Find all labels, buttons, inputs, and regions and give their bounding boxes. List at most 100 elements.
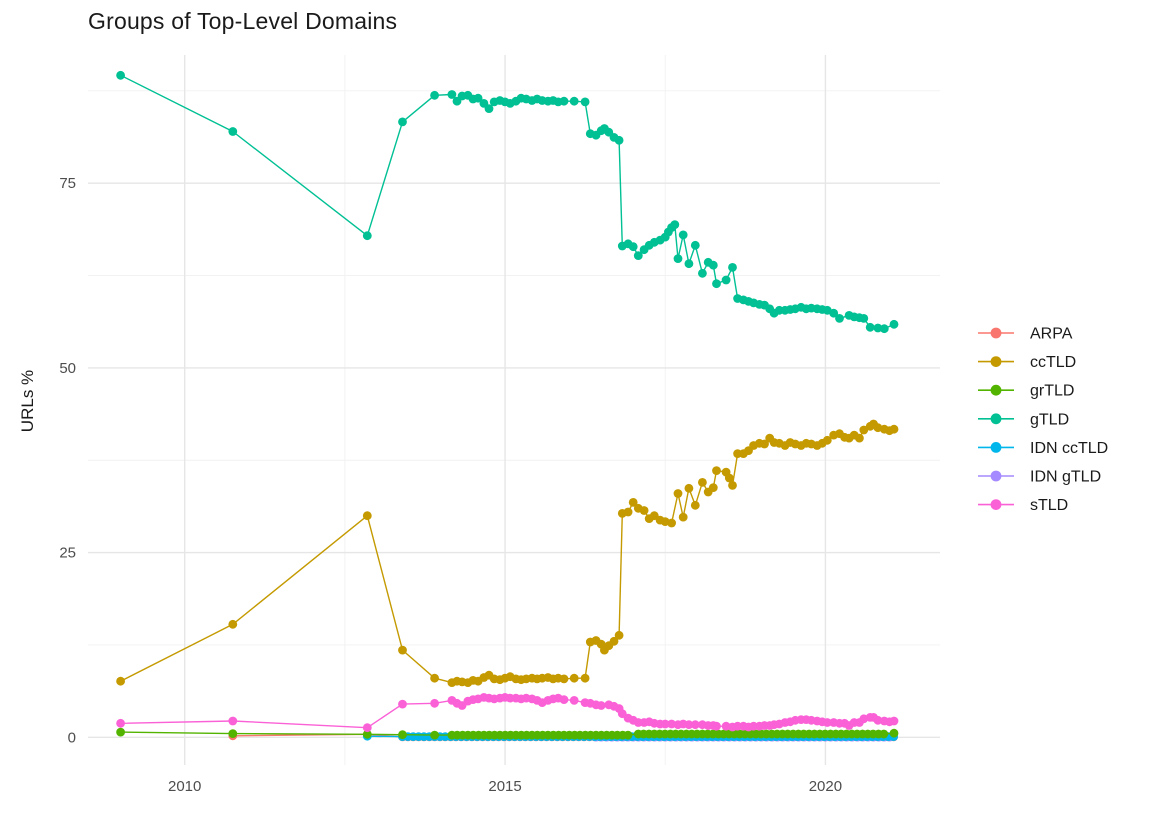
data-point-grtld bbox=[879, 730, 888, 739]
legend-label: gTLD bbox=[1030, 411, 1069, 428]
data-point-cctld bbox=[728, 481, 737, 490]
data-point-cctld bbox=[570, 674, 579, 683]
legend-key-dot bbox=[991, 471, 1002, 482]
legend-label: IDN ccTLD bbox=[1030, 440, 1108, 457]
chart-title: Groups of Top-Level Domains bbox=[88, 8, 397, 35]
y-tick-label: 75 bbox=[59, 175, 76, 192]
data-point-cctld bbox=[228, 620, 237, 629]
data-point-stld bbox=[597, 701, 606, 710]
legend-item-cctld: ccTLD bbox=[978, 354, 1076, 371]
data-point-gtld bbox=[228, 127, 237, 136]
data-point-gtld bbox=[615, 136, 624, 145]
y-tick-label: 50 bbox=[59, 360, 76, 377]
data-point-gtld bbox=[116, 71, 125, 80]
data-point-cctld bbox=[712, 466, 721, 475]
data-point-cctld bbox=[691, 501, 700, 510]
x-tick-label: 2020 bbox=[809, 778, 842, 795]
legend-key-dot bbox=[991, 413, 1002, 424]
data-point-gtld bbox=[880, 324, 889, 333]
legend-key-dot bbox=[991, 328, 1002, 339]
legend-key-dot bbox=[991, 385, 1002, 396]
data-point-cctld bbox=[398, 646, 407, 655]
data-point-gtld bbox=[890, 320, 899, 329]
data-point-gtld bbox=[674, 254, 683, 263]
data-point-stld bbox=[398, 700, 407, 709]
data-point-grtld bbox=[890, 729, 899, 738]
data-point-stld bbox=[228, 717, 237, 726]
data-point-gtld bbox=[698, 269, 707, 278]
legend-item-gtld: gTLD bbox=[978, 411, 1069, 428]
data-point-stld bbox=[712, 722, 721, 731]
grid bbox=[88, 55, 940, 765]
legend-item-idn-gtld: IDN gTLD bbox=[978, 469, 1101, 486]
data-point-cctld bbox=[698, 478, 707, 487]
data-point-stld bbox=[363, 723, 372, 732]
series-line-gtld bbox=[121, 75, 894, 328]
legend-label: IDN gTLD bbox=[1030, 469, 1101, 486]
data-point-gtld bbox=[570, 97, 579, 106]
data-point-cctld bbox=[667, 519, 676, 528]
data-point-cctld bbox=[640, 506, 649, 515]
legend-label: sTLD bbox=[1030, 497, 1068, 514]
data-point-cctld bbox=[363, 511, 372, 520]
data-point-gtld bbox=[709, 261, 718, 270]
data-point-gtld bbox=[691, 241, 700, 250]
data-point-gtld bbox=[581, 98, 590, 107]
data-point-grtld bbox=[624, 731, 633, 740]
data-point-grtld bbox=[116, 728, 125, 737]
data-point-cctld bbox=[855, 434, 864, 443]
data-point-cctld bbox=[560, 675, 569, 684]
data-point-stld bbox=[570, 696, 579, 705]
data-point-gtld bbox=[670, 220, 679, 229]
data-point-stld bbox=[430, 699, 439, 708]
y-axis-title: URLs % bbox=[18, 311, 38, 491]
data-point-gtld bbox=[835, 314, 844, 323]
data-point-stld bbox=[890, 717, 899, 726]
data-point-cctld bbox=[116, 677, 125, 686]
data-point-cctld bbox=[581, 674, 590, 683]
y-tick-label: 25 bbox=[59, 545, 76, 562]
data-point-gtld bbox=[866, 323, 875, 332]
data-point-grtld bbox=[228, 729, 237, 738]
data-point-cctld bbox=[709, 483, 718, 492]
y-tick-label: 0 bbox=[68, 729, 76, 746]
data-point-gtld bbox=[685, 259, 694, 268]
legend-key-dot bbox=[991, 442, 1002, 453]
legend-label: grTLD bbox=[1030, 383, 1074, 400]
legend-label: ARPA bbox=[1030, 326, 1073, 343]
series-stld bbox=[116, 693, 898, 732]
data-point-stld bbox=[560, 695, 569, 704]
x-tick-label: 2010 bbox=[168, 778, 201, 795]
data-point-gtld bbox=[712, 279, 721, 288]
legend: ARPA ccTLD grTLD gTLD IDN ccTLD IDN gTLD sTLD bbox=[978, 326, 1108, 515]
data-point-gtld bbox=[859, 314, 868, 323]
data-point-gtld bbox=[398, 118, 407, 127]
series-grtld bbox=[116, 728, 898, 740]
data-point-cctld bbox=[890, 425, 899, 434]
legend-key-dot bbox=[991, 499, 1002, 510]
data-point-grtld bbox=[398, 730, 407, 739]
legend-item-arpa: ARPA bbox=[978, 326, 1073, 343]
data-point-cctld bbox=[615, 631, 624, 640]
data-point-cctld bbox=[685, 484, 694, 493]
data-point-gtld bbox=[363, 231, 372, 240]
legend-label: ccTLD bbox=[1030, 354, 1076, 371]
legend-item-grtld: grTLD bbox=[978, 383, 1074, 400]
data-point-gtld bbox=[722, 276, 731, 285]
data-point-cctld bbox=[624, 508, 633, 517]
data-point-stld bbox=[116, 719, 125, 728]
data-point-gtld bbox=[430, 91, 439, 100]
series-gtld bbox=[116, 71, 898, 333]
data-point-grtld bbox=[430, 731, 439, 740]
legend-key-dot bbox=[991, 356, 1002, 367]
data-point-gtld bbox=[679, 231, 688, 240]
data-point-gtld bbox=[560, 97, 569, 106]
legend-item-idn-cctld: IDN ccTLD bbox=[978, 440, 1108, 457]
data-point-gtld bbox=[629, 242, 638, 251]
x-tick-label: 2015 bbox=[488, 778, 521, 795]
data-point-cctld bbox=[679, 513, 688, 522]
data-point-cctld bbox=[430, 674, 439, 683]
data-point-cctld bbox=[674, 489, 683, 498]
